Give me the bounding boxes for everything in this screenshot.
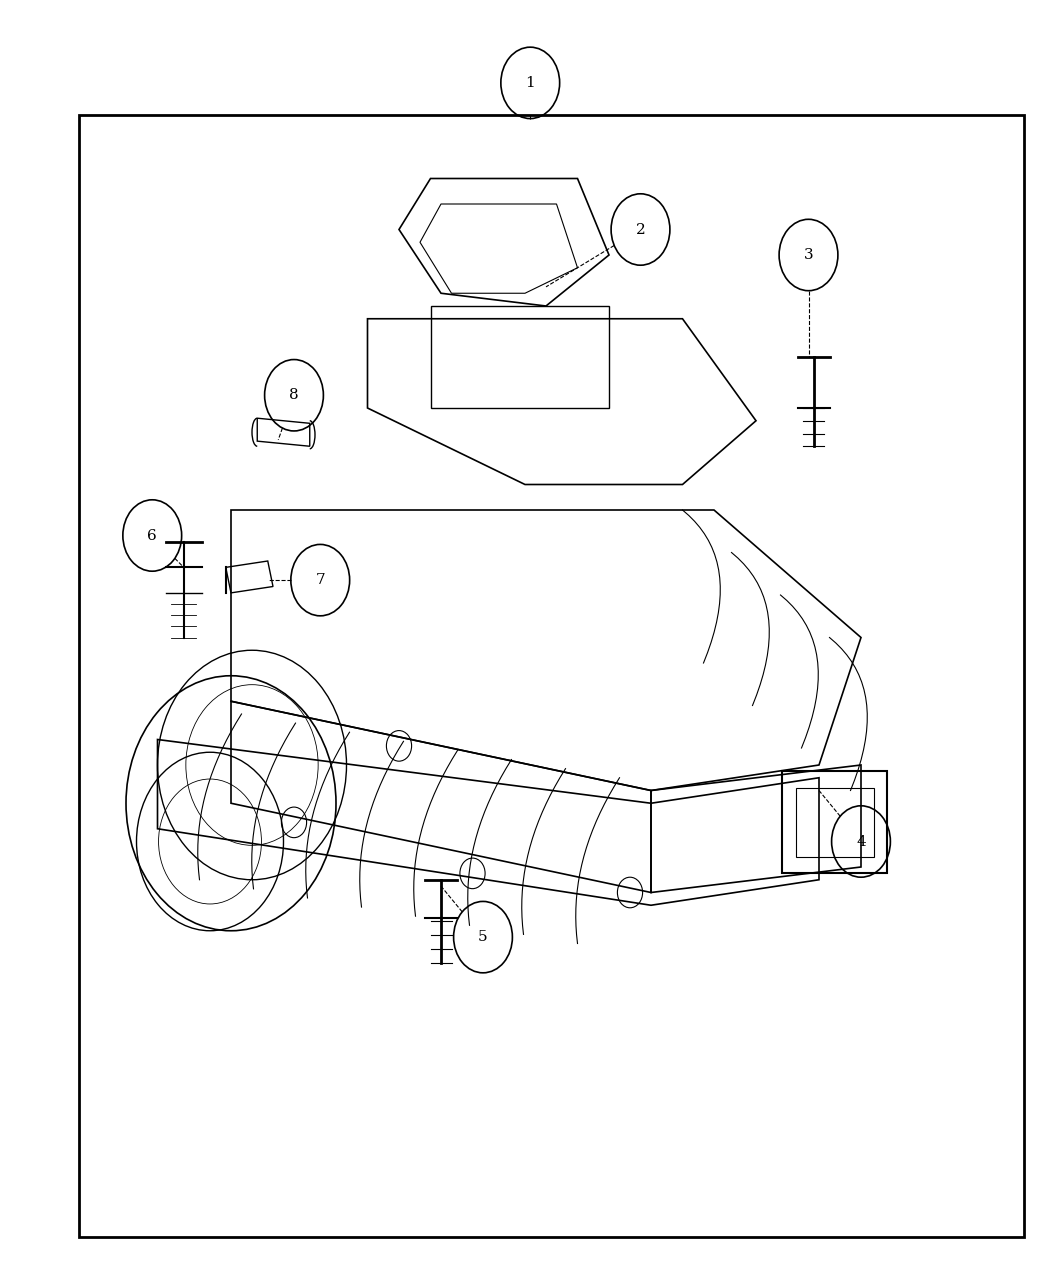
- Text: 3: 3: [803, 249, 814, 261]
- Text: 2: 2: [635, 223, 646, 236]
- Text: 5: 5: [478, 931, 488, 944]
- Text: 1: 1: [525, 76, 536, 89]
- Text: 4: 4: [856, 835, 866, 848]
- Text: 6: 6: [147, 529, 157, 542]
- Text: 8: 8: [289, 389, 299, 402]
- Bar: [79, 115, 1024, 1237]
- Text: 7: 7: [315, 574, 326, 586]
